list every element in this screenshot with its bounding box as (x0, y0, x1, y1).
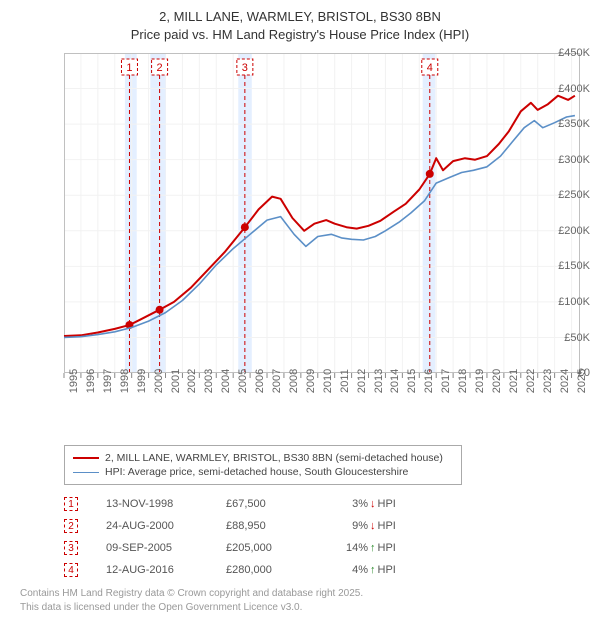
event-pct: 14% (326, 542, 368, 554)
event-pct: 9% (326, 520, 368, 532)
sale-marker (426, 170, 434, 178)
event-price: £205,000 (226, 542, 326, 554)
event-row: 1 13-NOV-1998£67,5003%↓HPI (64, 493, 590, 515)
legend-label: 2, MILL LANE, WARMLEY, BRISTOL, BS30 8BN… (105, 452, 443, 464)
event-suffix: HPI (378, 498, 396, 510)
footer-attribution: Contains HM Land Registry data © Crown c… (20, 587, 590, 614)
event-date: 12-AUG-2016 (106, 564, 226, 576)
xtick-label: 2024 (559, 369, 571, 393)
xtick-label: 2016 (423, 369, 435, 393)
xtick-label: 1999 (136, 369, 148, 393)
sale-marker (241, 223, 249, 231)
xtick-label: 2005 (237, 369, 249, 393)
footer-line-2: This data is licensed under the Open Gov… (20, 602, 302, 613)
arrow-down-icon: ↓ (370, 498, 376, 510)
legend-row: HPI: Average price, semi-detached house,… (73, 465, 453, 479)
event-table: 113-NOV-1998£67,5003%↓HPI224-AUG-2000£88… (64, 493, 590, 581)
legend-swatch (73, 472, 99, 473)
series-price_paid (64, 96, 575, 336)
xtick-label: 2010 (322, 369, 334, 393)
legend-row: 2, MILL LANE, WARMLEY, BRISTOL, BS30 8BN… (73, 451, 453, 465)
xtick-label: 2011 (339, 369, 351, 393)
event-marker-icon: 4 (64, 563, 78, 577)
arrow-down-icon: ↓ (370, 520, 376, 532)
ytick-label: £200K (542, 225, 590, 237)
xtick-label: 2018 (457, 369, 469, 393)
chart-area: 1234£0£50K£100K£150K£200K£250K£300K£350K… (10, 49, 590, 429)
event-date: 24-AUG-2000 (106, 520, 226, 532)
ytick-label: £350K (542, 118, 590, 130)
event-date: 09-SEP-2005 (106, 542, 226, 554)
xtick-label: 2014 (389, 369, 401, 393)
xtick-label: 2003 (203, 369, 215, 393)
event-box-number: 4 (427, 62, 433, 74)
event-price: £67,500 (226, 498, 326, 510)
xtick-label: 1995 (68, 369, 80, 393)
event-marker-icon: 3 (64, 541, 78, 555)
xtick-label: 2009 (305, 369, 317, 393)
legend-label: HPI: Average price, semi-detached house,… (105, 466, 408, 478)
xtick-label: 2025 (576, 369, 588, 393)
shaded-band (423, 54, 436, 372)
event-row: 3 09-SEP-2005£205,00014%↑HPI (64, 537, 590, 559)
chart-container: 2, MILL LANE, WARMLEY, BRISTOL, BS30 8BN… (0, 0, 600, 624)
event-marker-icon: 1 (64, 497, 78, 511)
xtick-label: 2015 (406, 369, 418, 393)
xtick-label: 2022 (525, 369, 537, 393)
legend-swatch (73, 457, 99, 459)
event-suffix: HPI (378, 542, 396, 554)
xtick-label: 2021 (508, 369, 520, 393)
xtick-label: 1996 (85, 369, 97, 393)
xtick-label: 2023 (542, 369, 554, 393)
event-suffix: HPI (378, 520, 396, 532)
xtick-label: 2012 (356, 369, 368, 393)
event-date: 13-NOV-1998 (106, 498, 226, 510)
title-line-1: 2, MILL LANE, WARMLEY, BRISTOL, BS30 8BN (10, 8, 590, 26)
event-pct: 3% (326, 498, 368, 510)
xtick-label: 2017 (440, 369, 452, 393)
xtick-label: 2007 (271, 369, 283, 393)
xtick-label: 2000 (153, 369, 165, 393)
xtick-label: 1997 (102, 369, 114, 393)
xtick-label: 2002 (186, 369, 198, 393)
xtick-label: 2019 (474, 369, 486, 393)
shaded-band (150, 54, 165, 372)
ytick-label: £50K (542, 332, 590, 344)
chart-title: 2, MILL LANE, WARMLEY, BRISTOL, BS30 8BN… (10, 8, 590, 43)
xtick-label: 1998 (119, 369, 131, 393)
event-box-number: 1 (126, 62, 132, 74)
ytick-label: £450K (542, 47, 590, 59)
sale-marker (156, 306, 164, 314)
chart-svg: 1 2 3 4 (10, 49, 590, 429)
xtick-label: 2013 (373, 369, 385, 393)
arrow-up-icon: ↑ (370, 542, 376, 554)
event-box-number: 2 (157, 62, 163, 74)
event-box-number: 3 (242, 62, 248, 74)
ytick-label: £150K (542, 260, 590, 272)
ytick-label: £100K (542, 296, 590, 308)
event-pct: 4% (326, 564, 368, 576)
event-price: £88,950 (226, 520, 326, 532)
xtick-label: 2006 (254, 369, 266, 393)
event-marker-icon: 2 (64, 519, 78, 533)
title-line-2: Price paid vs. HM Land Registry's House … (10, 26, 590, 44)
xtick-label: 2020 (491, 369, 503, 393)
series-hpi (64, 116, 575, 338)
shaded-band (238, 54, 252, 372)
ytick-label: £300K (542, 154, 590, 166)
legend: 2, MILL LANE, WARMLEY, BRISTOL, BS30 8BN… (64, 445, 462, 485)
event-row: 2 24-AUG-2000£88,9509%↓HPI (64, 515, 590, 537)
ytick-label: £400K (542, 83, 590, 95)
arrow-up-icon: ↑ (370, 564, 376, 576)
event-row: 4 12-AUG-2016£280,0004%↑HPI (64, 559, 590, 581)
event-suffix: HPI (378, 564, 396, 576)
event-price: £280,000 (226, 564, 326, 576)
xtick-label: 2001 (170, 369, 182, 393)
footer-line-1: Contains HM Land Registry data © Crown c… (20, 588, 363, 599)
xtick-label: 2004 (220, 369, 232, 393)
xtick-label: 2008 (288, 369, 300, 393)
ytick-label: £250K (542, 189, 590, 201)
